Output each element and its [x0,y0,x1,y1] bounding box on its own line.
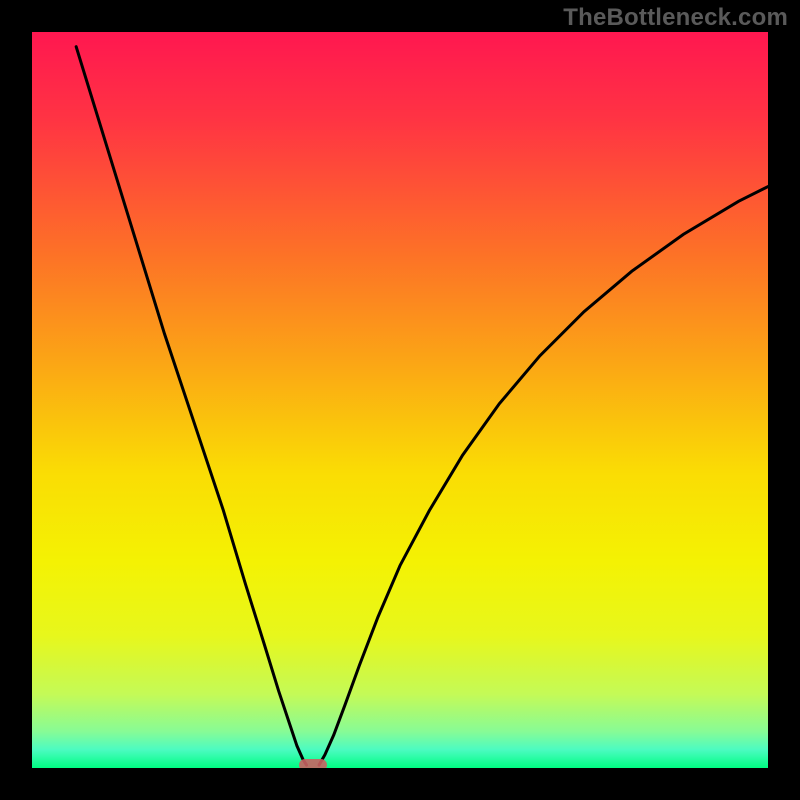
chart-outer-frame: TheBottleneck.com [0,0,800,800]
curve-left-arm [76,47,306,765]
curve-right-arm [319,187,768,765]
watermark-text: TheBottleneck.com [563,4,788,32]
curve-layer [32,32,768,768]
bottleneck-marker [299,759,327,768]
plot-area [32,32,768,768]
